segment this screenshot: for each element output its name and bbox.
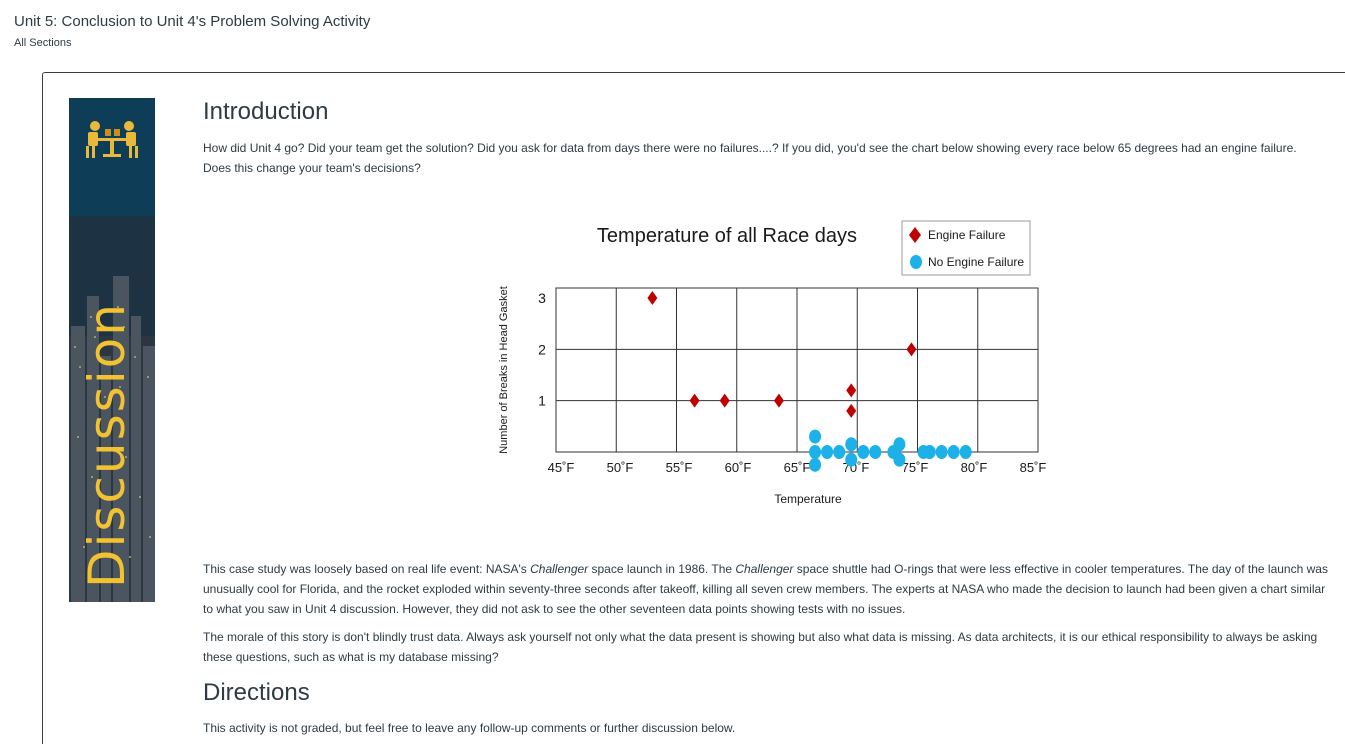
challenger-italic-2: Challenger — [735, 562, 794, 576]
x-tick-label: 60˚F — [725, 460, 752, 475]
engine-failure-point — [846, 383, 857, 398]
engine-failure-point — [689, 393, 700, 408]
challenger-text-2: space launch in 1986. The — [588, 562, 736, 576]
no-engine-failure-point — [869, 445, 882, 459]
engine-failure-point — [906, 342, 917, 357]
no-engine-failure-point — [893, 452, 906, 467]
y-tick-label: 2 — [538, 341, 546, 357]
no-engine-failure-point — [833, 445, 846, 459]
city-skyline-image — [69, 216, 155, 602]
y-tick-label: 3 — [538, 290, 546, 306]
x-tick-label: 45˚F — [548, 460, 575, 475]
x-axis-ticks: 45˚F 50˚F 55˚F 60˚F 65˚F 70˚F 75˚F 80˚F 85˚F — [548, 460, 1047, 475]
x-axis-label: Temperature — [774, 492, 842, 506]
no-engine-failure-point — [893, 437, 906, 452]
chart-marks — [647, 291, 972, 472]
chart-legend: Engine Failure No Engine Failure — [901, 220, 1031, 276]
page-title: Unit 5: Conclusion to Unit 4's Problem S… — [14, 13, 371, 30]
challenger-text-3: space shuttle had O-rings that were less… — [203, 562, 1328, 616]
x-tick-label: 55˚F — [666, 460, 693, 475]
no-engine-failure-point — [845, 437, 858, 452]
discussion-banner: Discussion — [69, 98, 155, 602]
no-engine-failure-point — [959, 445, 972, 459]
x-tick-label: 85˚F — [1020, 460, 1047, 475]
no-engine-failure-point — [857, 445, 870, 459]
no-engine-failure-point — [845, 452, 858, 467]
engine-failure-point — [719, 393, 730, 408]
directions-text: This activity is not graded, but feel fr… — [203, 721, 736, 735]
no-engine-failure-point — [809, 457, 822, 472]
temperature-scatter-chart: Temperature of all Race days 45˚F 50˚F 55˚… — [498, 220, 1047, 506]
challenger-text-1: This case study was loosely based on rea… — [203, 562, 531, 576]
legend-diamond-icon — [909, 227, 921, 243]
no-engine-failure-point — [809, 429, 822, 444]
temperature-chart: Temperature of all Race days 45˚F 50˚F 55˚… — [490, 215, 1070, 515]
engine-failure-point — [773, 393, 784, 408]
no-engine-failure-point — [947, 445, 960, 459]
no-engine-failure-point — [923, 445, 936, 459]
legend-label: No Engine Failure — [928, 255, 1024, 269]
no-engine-failure-point — [809, 445, 822, 459]
morale-paragraph: The morale of this story is don't blindl… — [203, 630, 1318, 664]
x-tick-label: 65˚F — [784, 460, 811, 475]
meeting-people-icon — [86, 121, 138, 158]
engine-failure-point — [647, 291, 658, 305]
y-tick-label: 1 — [538, 393, 546, 409]
no-engine-failure-point — [821, 445, 834, 459]
content-frame — [42, 72, 1345, 744]
y-axis-ticks: 1 2 3 — [538, 290, 546, 409]
engine-failure-point — [846, 403, 857, 418]
chart-grid — [555, 287, 1039, 453]
challenger-paragraph: This case study was loosely based on rea… — [203, 559, 1338, 619]
banner-title: Discussion — [78, 302, 136, 588]
no-engine-failure-point — [935, 445, 948, 459]
x-tick-label: 75˚F — [902, 460, 929, 475]
x-tick-label: 80˚F — [961, 460, 988, 475]
legend-circle-icon — [910, 255, 922, 269]
page-subtitle: All Sections — [14, 37, 72, 49]
chart-title: Temperature of all Race days — [597, 225, 857, 247]
challenger-italic-1: Challenger — [530, 562, 589, 576]
introduction-heading: Introduction — [203, 98, 329, 125]
y-axis-label: Number of Breaks in Head Gasket — [498, 286, 510, 454]
legend-label: Engine Failure — [928, 228, 1006, 242]
directions-heading: Directions — [203, 679, 310, 706]
introduction-text: How did Unit 4 go? Did your team get the… — [203, 141, 1297, 175]
legend-box — [901, 220, 1031, 276]
x-tick-label: 50˚F — [607, 460, 634, 475]
